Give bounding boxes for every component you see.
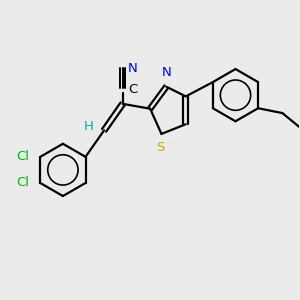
Text: H: H — [84, 120, 94, 133]
Text: C: C — [128, 83, 137, 96]
Text: N: N — [161, 66, 171, 79]
Text: S: S — [156, 141, 164, 154]
Text: Cl: Cl — [16, 176, 29, 190]
Text: N: N — [128, 62, 138, 75]
Text: Cl: Cl — [16, 150, 29, 163]
